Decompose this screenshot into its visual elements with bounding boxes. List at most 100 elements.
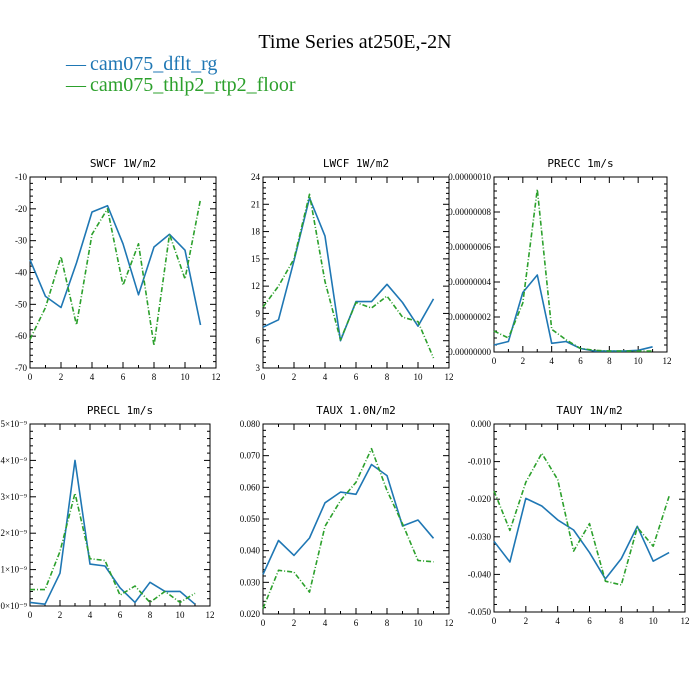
y-tick-label: 9: [256, 308, 261, 318]
x-tick-label: 0: [28, 372, 33, 382]
y-tick-label: -20: [15, 204, 27, 214]
figure-title: Time Series at250E,-2N: [258, 31, 451, 53]
x-tick-label: 2: [292, 372, 297, 382]
x-tick-label: 10: [634, 356, 644, 366]
x-tick-label: 0: [28, 610, 33, 620]
x-tick-label: 4: [90, 372, 95, 382]
x-tick-label: 4: [323, 372, 328, 382]
y-tick-label: 0.00000002: [448, 312, 491, 322]
y-tick-label: 0.00000004: [448, 277, 491, 287]
panel-4: PRECL 1m/s 0 2 4 6 8 10 12 0×10⁻⁹ 1×10⁻⁹ 2×10⁻⁹ 3×1…: [1, 404, 215, 620]
x-tick-label: 6: [121, 372, 126, 382]
y-tick-label: 2×10⁻⁹: [1, 528, 27, 538]
y-tick-label: 0.070: [240, 451, 261, 461]
x-tick-label: 10: [414, 618, 424, 628]
x-tick-label: 0: [492, 616, 497, 626]
x-tick-label: 12: [663, 356, 672, 366]
x-tick-label: 10: [181, 372, 191, 382]
y-tick-label: 0.00000000: [448, 347, 491, 357]
y-tick-label: 1×10⁻⁹: [1, 565, 27, 575]
panel-title: TAUX 1.0N/m2: [316, 404, 395, 417]
x-tick-label: 8: [619, 616, 624, 626]
y-tick-label: 5×10⁻⁹: [1, 419, 27, 429]
x-tick-label: 4: [549, 356, 554, 366]
x-tick-label: 8: [148, 610, 153, 620]
y-tick-label: 0.00000010: [448, 172, 491, 182]
x-tick-label: 0: [261, 372, 266, 382]
x-tick-label: 12: [212, 372, 221, 382]
y-tick-label: 6: [256, 336, 261, 346]
x-tick-label: 6: [578, 356, 583, 366]
x-tick-label: 4: [555, 616, 560, 626]
x-tick-label: 8: [385, 618, 390, 628]
x-tick-label: 0: [492, 356, 497, 366]
y-tick-label: 15: [251, 254, 261, 264]
y-tick-label: -70: [15, 363, 27, 373]
y-tick-label: 3: [256, 363, 261, 373]
series-line-thlp2: [493, 188, 653, 352]
y-tick-label: 3×10⁻⁹: [1, 492, 27, 502]
panel-title: TAUY 1N/m2: [556, 404, 622, 417]
x-tick-label: 2: [292, 618, 297, 628]
x-tick-label: 6: [354, 618, 359, 628]
x-tick-label: 2: [58, 610, 63, 620]
x-tick-label: 8: [152, 372, 157, 382]
series-line-thlp2: [262, 447, 434, 609]
y-tick-label: 0.030: [240, 577, 261, 587]
x-tick-label: 8: [385, 372, 390, 382]
y-tick-label: -60: [15, 331, 27, 341]
x-tick-label: 4: [88, 610, 93, 620]
plot-frame: [493, 423, 686, 613]
panel-title: LWCF 1W/m2: [323, 157, 389, 170]
panel-1: SWCF 1W/m2 0 2 4 6 8 10 12 -70 -60 -50 -40 -30 -20 -10: [15, 157, 221, 382]
series-line-thlp2: [29, 199, 202, 347]
x-tick-label: 6: [587, 616, 592, 626]
legend-dash: —: [65, 53, 87, 75]
y-tick-label: 21: [251, 199, 260, 209]
y-tick-label: -10: [15, 172, 27, 182]
series-line-dflt: [29, 204, 202, 326]
y-tick-label: -0.010: [468, 457, 492, 467]
panel-3: PRECC 1m/s 0 2 4 6 8 10 12 0.00000000 0.00000002 0…: [448, 157, 671, 366]
series-line-dflt: [262, 463, 435, 575]
panel-6: TAUY 1N/m2 0 2 4 6 8 10 12 -0.050 -0.040 -0.030 -0.…: [468, 404, 690, 626]
x-tick-label: 2: [59, 372, 64, 382]
y-tick-label: 0.060: [240, 482, 261, 492]
legend-dash: —: [65, 74, 87, 96]
panel-title: PRECL 1m/s: [87, 404, 153, 417]
y-tick-label: 0.00000008: [448, 207, 491, 217]
panel-title: SWCF 1W/m2: [90, 157, 156, 170]
y-tick-label: 0×10⁻⁹: [1, 601, 27, 611]
x-tick-label: 8: [607, 356, 612, 366]
legend-entry-dflt: cam075_dflt_rg: [90, 53, 217, 75]
y-tick-label: 0.00000006: [448, 242, 491, 252]
y-tick-label: 0.080: [240, 419, 261, 429]
x-tick-label: 10: [176, 610, 186, 620]
series-line-thlp2: [30, 492, 196, 604]
y-tick-label: -0.050: [468, 607, 492, 617]
series-line-dflt: [29, 459, 196, 606]
x-tick-label: 10: [649, 616, 659, 626]
series-line-dflt: [493, 497, 670, 580]
panels: SWCF 1W/m20 2 4 6 8 10 12-70-60-50-40-30-20-10…: [1, 157, 690, 628]
panel-title: PRECC 1m/s: [547, 157, 613, 170]
x-tick-label: 12: [445, 618, 454, 628]
y-tick-label: 4×10⁻⁹: [1, 455, 27, 465]
x-tick-label: 4: [323, 618, 328, 628]
y-tick-label: -30: [15, 236, 27, 246]
y-tick-label: 12: [251, 281, 260, 291]
x-tick-label: 6: [118, 610, 123, 620]
plot-frame: [29, 176, 217, 369]
x-tick-label: 6: [354, 372, 359, 382]
x-tick-label: 0: [261, 618, 266, 628]
y-tick-label: -0.040: [468, 569, 492, 579]
y-tick-label: -0.020: [468, 494, 492, 504]
y-tick-label: -50: [15, 299, 27, 309]
x-tick-label: 2: [521, 356, 526, 366]
y-tick-label: 24: [251, 172, 261, 182]
plot-frame: [262, 423, 450, 615]
y-tick-label: 0.020: [240, 609, 261, 619]
y-tick-label: 0.050: [240, 514, 261, 524]
